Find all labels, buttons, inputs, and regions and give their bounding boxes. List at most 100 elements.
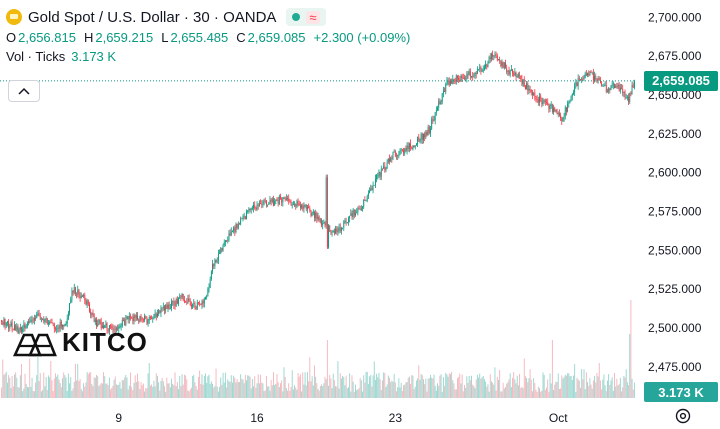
candle-body: [275, 199, 277, 202]
candle-body: [166, 304, 168, 309]
candle-body: [171, 301, 172, 308]
candle-body: [371, 188, 373, 191]
candle-body: [146, 318, 148, 324]
settings-gear-icon[interactable]: [674, 407, 692, 425]
candle-body: [130, 316, 131, 317]
candle-body: [64, 324, 66, 327]
candle-body: [48, 323, 49, 325]
volume-bar: [72, 388, 74, 398]
candle-body: [12, 329, 14, 331]
candle-body: [392, 152, 394, 159]
volume-bar: [108, 377, 110, 398]
candle-body: [33, 318, 35, 321]
close-label: C: [236, 30, 246, 45]
volume-bar: [154, 386, 156, 398]
volume-bar: [84, 386, 86, 398]
volume-bar: [535, 389, 537, 398]
volume-bar: [480, 378, 482, 398]
volume-bar: [573, 375, 574, 398]
candle-body: [487, 63, 489, 68]
candle-body: [157, 313, 158, 318]
volume-bar: [446, 374, 448, 398]
candle-body: [262, 202, 264, 205]
candle-body: [201, 301, 203, 305]
volume-bar: [3, 374, 5, 398]
candle-body: [427, 126, 429, 135]
candle-body: [584, 73, 586, 78]
volume-bar: [14, 374, 15, 398]
volume-bar: [555, 381, 557, 398]
volume-bar: [544, 389, 546, 398]
candle-body: [333, 230, 335, 234]
volume-bar: [519, 373, 521, 398]
volume-bar: [267, 386, 269, 398]
candle-body: [476, 69, 478, 75]
volume-bar: [563, 376, 565, 398]
candle-body: [565, 107, 567, 112]
volume-bar: [35, 382, 37, 398]
candle-body: [452, 78, 454, 84]
candle-body: [4, 319, 6, 326]
candle-body: [373, 185, 375, 186]
volume-bar: [406, 382, 408, 398]
candle-body: [310, 210, 312, 216]
candle-body: [234, 227, 236, 233]
volume-bar: [201, 374, 203, 398]
volume-bar: [564, 374, 566, 398]
candle-body: [251, 208, 253, 209]
volume-bar: [178, 389, 180, 398]
candle-body: [451, 80, 453, 84]
candle-body: [303, 205, 305, 209]
candle-body: [243, 216, 245, 218]
volume-bar: [489, 374, 491, 398]
volume-bar: [614, 373, 615, 398]
volume-bar: [107, 385, 109, 398]
y-tick-label: 2,650.000: [648, 88, 702, 102]
volume-bar: [449, 374, 451, 398]
candle-body: [617, 84, 619, 87]
candle-body: [257, 204, 259, 206]
time-axis[interactable]: 9 16 23 Oct: [115, 411, 568, 425]
volume-label[interactable]: Vol · Ticks: [6, 49, 66, 64]
candle-body: [172, 301, 174, 303]
volume-bar: [323, 383, 325, 398]
candle-body: [99, 320, 101, 322]
price-axis[interactable]: 2,475.000 2,500.000 2,525.000 2,550.000 2,57…: [648, 10, 702, 374]
volume-bar: [117, 385, 119, 398]
y-tick-label: 2,675.000: [648, 49, 702, 63]
volume-bar: [527, 382, 529, 398]
market-status-pill[interactable]: ≈: [286, 8, 326, 26]
candle-body: [465, 78, 467, 80]
candle-body: [57, 327, 59, 329]
volume-bar: [440, 374, 442, 398]
collapse-legend-button[interactable]: [8, 80, 40, 102]
candle-body: [352, 209, 354, 217]
volume-bar: [392, 381, 394, 398]
volume-bar: [145, 388, 147, 398]
candle-body: [42, 318, 44, 320]
volume-bar: [405, 382, 407, 398]
volume-bar: [550, 383, 552, 398]
candle-body: [377, 175, 379, 176]
candle-body: [434, 112, 436, 121]
volume-bar: [548, 391, 550, 398]
volume-bar: [2, 359, 4, 398]
volume-bar: [262, 383, 264, 398]
symbol-title[interactable]: Gold Spot / U.S. Dollar · 30 · OANDA: [28, 8, 277, 26]
volume-bar: [381, 380, 383, 398]
candle-body: [605, 85, 607, 93]
candle-body: [405, 148, 407, 151]
volume-bar: [403, 385, 405, 398]
volume-bar: [94, 377, 96, 398]
volume-bar: [301, 391, 303, 398]
candle-body: [330, 231, 332, 233]
candle-body: [221, 247, 223, 251]
candle-body: [483, 67, 485, 70]
volume-bar: [333, 380, 335, 398]
candle-body: [325, 177, 327, 226]
volume-bar: [182, 384, 184, 398]
volume-bar: [44, 386, 46, 398]
volume-bar: [26, 386, 28, 398]
volume-bar: [258, 383, 260, 398]
